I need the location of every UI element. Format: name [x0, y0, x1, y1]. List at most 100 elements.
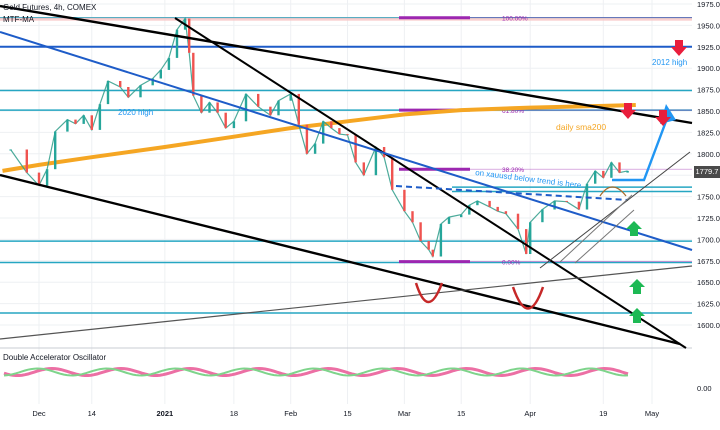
y-tick-label: 1975.0 [697, 0, 720, 9]
markers [414, 40, 687, 323]
price-point [82, 115, 85, 124]
price-point [476, 200, 479, 206]
price-point [626, 170, 629, 173]
oscillator-line-fast [3, 366, 629, 378]
price-point [346, 134, 349, 136]
price-point [338, 128, 341, 135]
price-point [208, 102, 211, 113]
high-band [0, 17, 692, 21]
price-point [354, 135, 357, 163]
oscillator-pane: 0.00 [0, 347, 712, 393]
annotation-daily-sma200: daily sma200 [556, 122, 606, 132]
last-price-tag: 1779.7 [694, 166, 720, 178]
oscillator-line-slow [3, 367, 629, 377]
oscillator-label: Double Accelerator Oscillator [3, 353, 107, 362]
price-point [98, 104, 102, 130]
price-point [411, 211, 414, 223]
x-tick-label: 18 [230, 409, 238, 418]
price-point [277, 100, 280, 116]
x-tick-label: 14 [88, 409, 96, 418]
symbol-title: Gold Futures, 4h, COMEX [3, 3, 97, 12]
trend-line-mid [174, 17, 687, 349]
price-point [427, 241, 430, 250]
x-tick-label: 2021 [157, 409, 174, 418]
price-point [391, 157, 394, 190]
price-point [322, 121, 325, 144]
y-tick-label: 1900.0 [697, 64, 720, 73]
price-point [305, 124, 309, 154]
blue-trend-line [0, 31, 693, 251]
rising-channel-a [559, 194, 633, 263]
y-tick-label: 1925.0 [697, 43, 720, 52]
trend-line-lower [0, 173, 681, 346]
x-tick-label: Feb [284, 409, 297, 418]
red-arrow-down-icon [620, 103, 636, 119]
price-point [106, 81, 110, 105]
bottom-arc-right [511, 286, 545, 310]
price-point [297, 93, 300, 125]
rising-channel-b [574, 209, 635, 264]
y-tick-label: 1675.0 [697, 257, 720, 266]
price-point [525, 229, 528, 254]
price-point [541, 209, 544, 223]
fib-label: 38.20% [502, 167, 524, 174]
recent-arc [599, 186, 627, 197]
fib-label: 0.00% [502, 260, 521, 267]
price-point [610, 162, 613, 178]
x-tick-label: 15 [457, 409, 465, 418]
price-point [553, 200, 556, 210]
price-point [244, 93, 248, 122]
time-axis[interactable]: Dec 14 2021 18 Feb 15 Mar 15 Apr 19 May [32, 409, 659, 418]
x-tick-label: 15 [343, 409, 351, 418]
blue-dashed-trend [395, 185, 629, 201]
price-point [9, 149, 12, 151]
price-point [167, 57, 171, 70]
price-point [127, 87, 130, 98]
bottom-arc-left [414, 282, 444, 304]
trend-lines[interactable] [0, 4, 693, 349]
price-point [25, 149, 28, 173]
x-tick-label: Apr [524, 409, 536, 418]
price-point [119, 81, 122, 87]
indicator-label: MTF-MA [3, 15, 35, 24]
price-point [289, 93, 292, 101]
price-point [257, 93, 260, 107]
y-tick-label: 1800.0 [697, 150, 720, 159]
price-point [602, 170, 605, 178]
price-point [200, 95, 203, 113]
support-line [0, 265, 693, 340]
annotation-2012-high: 2012 high [652, 58, 687, 67]
price-point [90, 115, 93, 130]
price-point [192, 52, 195, 96]
price-point [618, 162, 621, 173]
y-tick-label: 1950.0 [697, 21, 720, 30]
price-point [159, 69, 162, 79]
price-point [439, 224, 443, 257]
y-tick-label: 1650.0 [697, 278, 720, 287]
y-tick-label: 1825.0 [697, 128, 720, 137]
fib-label: 100.00% [502, 16, 528, 23]
y-tick-label: 1700.0 [697, 235, 720, 244]
price-axis[interactable]: 1975.0 1950.0 1925.0 1900.0 1875.0 1850.0 1825… [697, 0, 720, 330]
price-point [37, 172, 41, 186]
price-point [447, 217, 451, 224]
price-point [468, 205, 471, 215]
price-point [151, 78, 154, 86]
price-point [488, 200, 491, 207]
y-tick-label: 1875.0 [697, 86, 720, 95]
price-point [431, 249, 434, 257]
price-point [496, 206, 499, 212]
red-arrow-down-icon [671, 40, 687, 56]
price-point [419, 222, 422, 242]
x-tick-label: Dec [32, 409, 46, 418]
price-point [139, 85, 142, 98]
price-point [66, 119, 69, 132]
fib-label: 61.80% [502, 108, 524, 115]
price-point [565, 200, 568, 202]
price-point [516, 213, 520, 230]
price-point [460, 214, 463, 218]
trend-line-upper [0, 4, 693, 125]
price-point [224, 112, 227, 129]
